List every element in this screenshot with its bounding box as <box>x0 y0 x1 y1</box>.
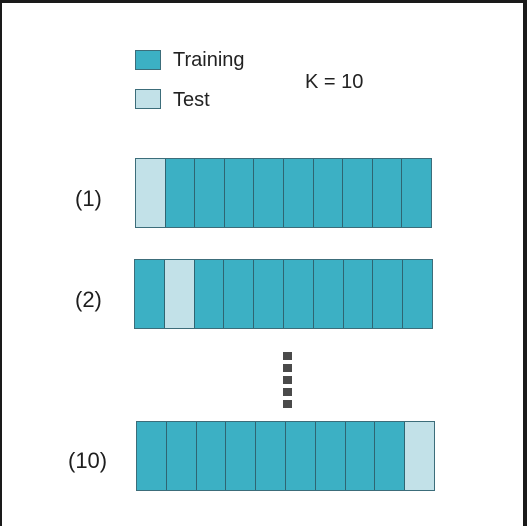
test-fold-cell <box>404 422 434 490</box>
training-fold-cell <box>314 422 345 490</box>
fold-label: (10) <box>68 448 108 473</box>
fold-label: (1) <box>75 186 102 211</box>
training-fold-cell <box>253 260 283 328</box>
ellipsis-dot <box>283 400 292 408</box>
training-fold-cell <box>194 159 224 227</box>
training-fold-cell <box>372 260 403 328</box>
diagram-canvas: Training Test K = 10 (1) (2) (10) <box>2 3 523 526</box>
k-value-label: K = 10 <box>305 71 364 93</box>
training-fold-cell <box>225 422 256 490</box>
training-fold-cell <box>223 260 254 328</box>
training-fold-cell <box>223 159 254 227</box>
fold-bar <box>134 259 433 329</box>
training-fold-cell <box>255 422 285 490</box>
test-fold-cell <box>136 159 165 227</box>
training-fold-cell <box>137 422 166 490</box>
legend-training-label: Training <box>173 49 245 71</box>
training-fold-cell <box>164 159 195 227</box>
training-fold-cell <box>253 159 283 227</box>
test-fold-cell <box>163 260 194 328</box>
training-fold-cell <box>374 422 405 490</box>
ellipsis-dot <box>283 388 292 396</box>
ellipsis-dot <box>283 352 292 360</box>
training-fold-cell <box>312 159 343 227</box>
training-fold-cell <box>135 260 164 328</box>
fold-bar <box>135 158 432 228</box>
legend-training-swatch <box>135 50 161 70</box>
ellipsis-dots <box>283 352 292 412</box>
ellipsis-dot <box>283 376 292 384</box>
training-fold-cell <box>165 422 196 490</box>
training-fold-cell <box>402 260 432 328</box>
training-fold-cell <box>284 422 315 490</box>
fold-bar <box>136 421 435 491</box>
training-fold-cell <box>282 159 313 227</box>
training-fold-cell <box>344 422 375 490</box>
legend-test-swatch <box>135 89 161 109</box>
training-fold-cell <box>342 260 373 328</box>
ellipsis-dot <box>283 364 292 372</box>
fold-label: (2) <box>75 287 102 312</box>
training-fold-cell <box>193 260 224 328</box>
training-fold-cell <box>342 159 372 227</box>
training-fold-cell <box>312 260 343 328</box>
training-fold-cell <box>371 159 402 227</box>
legend-test-label: Test <box>173 89 210 111</box>
training-fold-cell <box>282 260 313 328</box>
training-fold-cell <box>401 159 431 227</box>
training-fold-cell <box>195 422 226 490</box>
